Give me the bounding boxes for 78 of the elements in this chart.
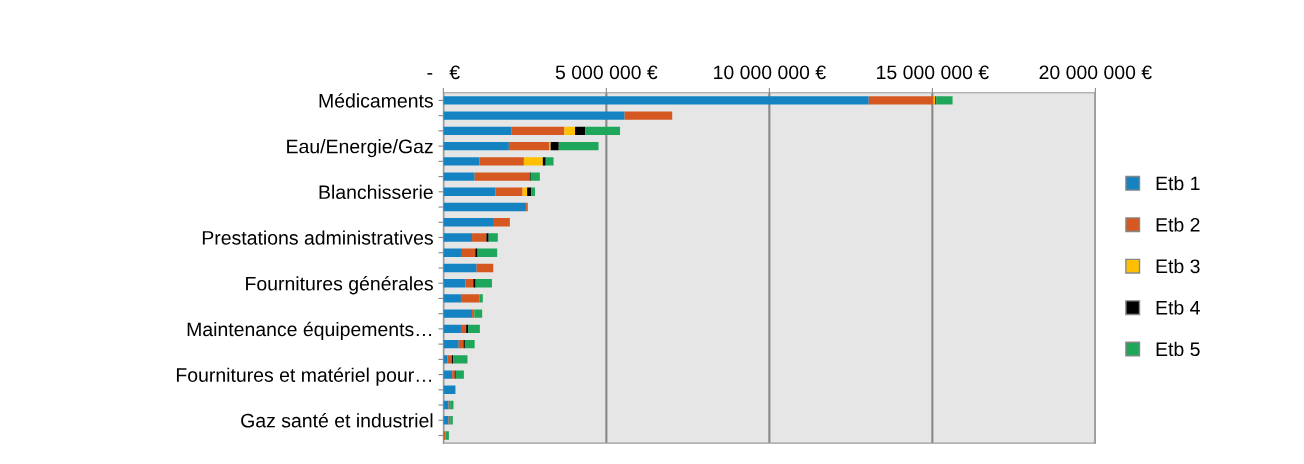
- legend-label: Etb 4: [1156, 300, 1200, 315]
- bar: [479, 157, 524, 166]
- bar: [443, 157, 480, 166]
- y-tick-label: Médicaments: [319, 93, 433, 108]
- y-tick-label: Maintenance équipements…: [187, 321, 432, 341]
- bar: [443, 172, 475, 181]
- bar: [564, 126, 576, 136]
- bar: [453, 355, 468, 364]
- bar: [460, 324, 467, 334]
- bar: [472, 233, 487, 242]
- bar: [558, 141, 599, 151]
- bar: [447, 355, 452, 364]
- bar: [443, 111, 625, 120]
- bar: [511, 126, 565, 136]
- bar: [479, 294, 483, 303]
- bar: [443, 248, 462, 257]
- bar: [443, 141, 509, 151]
- bar: [508, 141, 549, 151]
- bar: [475, 248, 478, 257]
- bar: [443, 126, 512, 136]
- bar: [443, 324, 461, 334]
- bar: [474, 309, 483, 318]
- bar: [443, 294, 461, 303]
- bar: [443, 355, 448, 364]
- bar: [460, 294, 480, 303]
- bar: [443, 202, 527, 212]
- legend-label: Etb 2: [1156, 217, 1200, 232]
- bar: [443, 309, 473, 318]
- bar: [443, 370, 453, 379]
- bar: [545, 157, 554, 166]
- bar: [472, 309, 475, 318]
- y-tick-label: Gaz santé et industriel: [241, 413, 433, 428]
- bar: [443, 263, 477, 273]
- x-tick-label: 10 000 000 €: [714, 65, 826, 80]
- bar: [868, 96, 934, 105]
- bar: [575, 126, 586, 136]
- bar: [477, 248, 498, 257]
- bar: [550, 141, 559, 151]
- bar: [624, 111, 673, 120]
- bar: [473, 279, 476, 288]
- bar: [443, 233, 473, 242]
- bar: [542, 157, 546, 166]
- bar: [530, 172, 540, 181]
- bar: [486, 233, 489, 242]
- y-tick-label: Eau/Energie/Gaz: [287, 139, 433, 158]
- bar: [531, 187, 535, 196]
- bar: [474, 172, 530, 181]
- bar: [495, 187, 523, 196]
- y-tick-label: Fournitures et matériel pour…: [176, 367, 432, 386]
- x-tick-label: - €: [427, 65, 460, 80]
- y-tick-label: Prestations administratives: [202, 230, 433, 245]
- bar: [443, 218, 494, 227]
- bar: [475, 279, 492, 288]
- bar: [443, 187, 496, 196]
- legend-label: Etb 3: [1156, 258, 1200, 274]
- bar: [461, 248, 476, 257]
- bar: [443, 416, 449, 425]
- bar: [936, 96, 953, 105]
- bar: [476, 263, 494, 273]
- x-tick-label: 20 000 000 €: [1039, 65, 1152, 80]
- legend-label: Etb 1: [1156, 175, 1200, 191]
- bar: [443, 96, 869, 105]
- bar: [443, 400, 449, 410]
- y-tick-label: Blanchisserie: [319, 184, 433, 200]
- bar: [443, 339, 459, 349]
- y-tick-label: Fournitures générales: [246, 276, 433, 295]
- bar: [585, 126, 621, 136]
- bar: [443, 279, 466, 288]
- x-tick-label: 5 000 000 €: [555, 65, 658, 80]
- legend-label: Etb 5: [1156, 341, 1200, 357]
- bar: [488, 233, 498, 242]
- bar: [468, 324, 480, 334]
- bar: [455, 370, 464, 379]
- bar: [523, 157, 543, 166]
- bar: [493, 218, 510, 227]
- x-tick-label: 15 000 000 €: [877, 65, 989, 80]
- bar: [458, 339, 464, 349]
- bar: [464, 339, 475, 349]
